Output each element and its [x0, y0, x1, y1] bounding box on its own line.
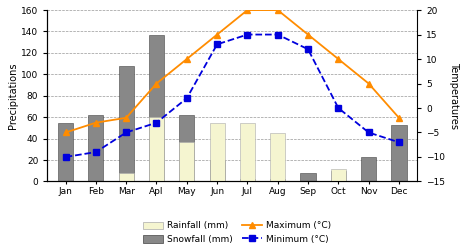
Bar	[301, 173, 316, 181]
Legend: Rainfall (mm), Snowfall (mm), Maximum (°C), Minimum (°C): Rainfall (mm), Snowfall (mm), Maximum (°…	[139, 218, 335, 247]
Bar	[240, 179, 255, 181]
Y-axis label: Precipitations: Precipitations	[9, 62, 18, 129]
Bar	[210, 160, 225, 181]
Bar	[331, 171, 346, 181]
Bar	[392, 125, 407, 181]
Y-axis label: Temperatures: Temperatures	[449, 62, 459, 129]
Bar	[270, 133, 285, 181]
Bar	[361, 157, 376, 181]
Bar	[58, 122, 73, 181]
Bar	[118, 173, 134, 181]
Bar	[240, 122, 255, 181]
Bar	[210, 122, 225, 181]
Bar	[331, 169, 346, 181]
Bar	[179, 115, 194, 181]
Bar	[149, 35, 164, 181]
Bar	[118, 66, 134, 181]
Bar	[179, 142, 194, 181]
Bar	[88, 115, 103, 181]
Bar	[270, 179, 285, 181]
Bar	[149, 117, 164, 181]
